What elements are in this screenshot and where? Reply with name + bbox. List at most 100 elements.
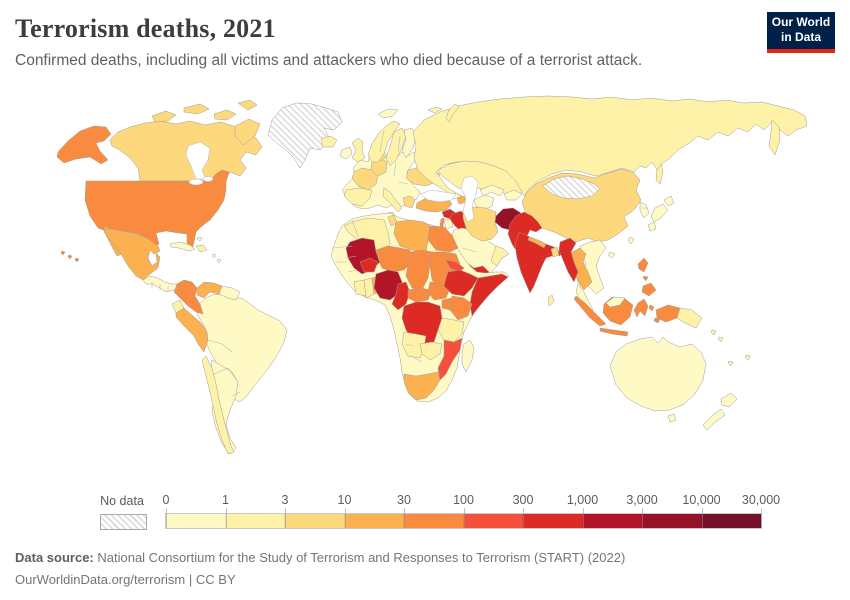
- owid-logo[interactable]: Our World in Data: [767, 12, 835, 53]
- country-mexico[interactable]: [103, 227, 161, 281]
- legend-tick-label: 1,000: [566, 493, 599, 507]
- country-canada-arctic-islands[interactable]: [151, 99, 261, 146]
- country-israel[interactable]: [439, 217, 445, 229]
- legend-bin-1-3[interactable]: [225, 514, 285, 528]
- legend-bin-300-1,000[interactable]: [523, 514, 583, 528]
- country-australia[interactable]: [609, 336, 707, 423]
- country-usa[interactable]: [84, 169, 230, 251]
- country-spain[interactable]: [343, 187, 373, 207]
- owid-logo-line1: Our World: [771, 15, 831, 29]
- country-egypt[interactable]: [427, 225, 459, 253]
- country-japan[interactable]: [647, 195, 675, 232]
- page-title: Terrorism deaths, 2021: [15, 14, 276, 43]
- country-tanzania[interactable]: [437, 317, 465, 343]
- country-finland[interactable]: [401, 127, 417, 159]
- country-russia-sakhalin[interactable]: [427, 103, 664, 185]
- legend-tick-label: 0: [162, 493, 170, 507]
- legend-tick-mark: [761, 508, 762, 528]
- legend-bin-100-300[interactable]: [463, 514, 523, 528]
- legend-bin-0-1[interactable]: [166, 514, 226, 528]
- legend-bin-10,000-30,000[interactable]: [701, 514, 761, 528]
- country-jordan[interactable]: [443, 218, 454, 230]
- great-lakes-east: [202, 176, 214, 182]
- country-mozambique[interactable]: [437, 337, 463, 381]
- country-malaysia-borneo[interactable]: [605, 296, 626, 308]
- country-nepal[interactable]: [527, 236, 547, 249]
- country-sweden[interactable]: [385, 127, 407, 167]
- border-lines-africa: [333, 219, 423, 363]
- country-new-zealand[interactable]: [702, 392, 738, 431]
- map-legend: No data 0 1 3 10 30 100 300 1,000 3,000 10,000 30,…: [0, 492, 850, 536]
- country-russia-kamchatka[interactable]: [768, 119, 781, 156]
- country-united-kingdom[interactable]: [351, 137, 366, 163]
- country-iceland[interactable]: [320, 135, 338, 148]
- country-somalia[interactable]: [469, 273, 509, 317]
- legend-bin-3,000-10,000[interactable]: [642, 514, 702, 528]
- country-myanmar[interactable]: [558, 237, 579, 283]
- data-source-label: Data source:: [15, 550, 94, 565]
- country-ireland[interactable]: [339, 146, 353, 160]
- legend-color-bar: [165, 513, 762, 529]
- country-cameroon[interactable]: [391, 281, 411, 311]
- country-libya[interactable]: [393, 219, 431, 253]
- country-chad[interactable]: [405, 249, 433, 291]
- license-line: OurWorldinData.org/terrorism | CC BY: [15, 569, 625, 591]
- legend-bin-1,000-3,000[interactable]: [582, 514, 642, 528]
- country-greece[interactable]: [402, 195, 416, 209]
- country-oman[interactable]: [490, 245, 510, 267]
- region-guyanas[interactable]: [218, 285, 241, 301]
- legend-bin-30-100[interactable]: [404, 514, 464, 528]
- legend-tick-mark: [523, 508, 524, 528]
- country-svalbard[interactable]: [377, 108, 399, 119]
- country-bangladesh[interactable]: [550, 246, 560, 258]
- country-kyrgyzstan-tajikistan[interactable]: [503, 189, 523, 201]
- country-taiwan-hainan[interactable]: [607, 236, 635, 259]
- owid-terrorism-link[interactable]: OurWorldinData.org/terrorism: [15, 572, 186, 587]
- cc-by-link[interactable]: CC BY: [195, 572, 236, 587]
- legend-bin-3-10[interactable]: [285, 514, 345, 528]
- country-alaska-usa[interactable]: [56, 125, 112, 165]
- country-kenya[interactable]: [449, 295, 473, 321]
- country-central-african-republic[interactable]: [407, 287, 433, 303]
- country-indonesia-java[interactable]: [599, 327, 629, 337]
- country-philippines[interactable]: [637, 257, 657, 297]
- country-south-africa[interactable]: [403, 371, 441, 401]
- country-ethiopia[interactable]: [443, 269, 479, 297]
- hudson-bay: [185, 141, 211, 180]
- legend-bin-10-30[interactable]: [344, 514, 404, 528]
- country-papua-new-guinea[interactable]: [676, 307, 703, 329]
- country-caribbean-islands[interactable]: [196, 236, 222, 264]
- country-eritrea[interactable]: [445, 259, 465, 273]
- legend-tick-label: 3,000: [626, 493, 658, 507]
- chart-footer: Data source: National Consortium for the…: [15, 547, 625, 591]
- great-lakes: [188, 178, 204, 186]
- country-cuba[interactable]: [169, 241, 196, 252]
- country-norway[interactable]: [367, 120, 401, 163]
- country-sri-lanka[interactable]: [547, 294, 555, 307]
- no-data-label: No data: [100, 494, 144, 508]
- country-indonesia-sulawesi[interactable]: [633, 298, 661, 324]
- caspian-sea: [460, 175, 479, 223]
- country-russia[interactable]: [412, 95, 808, 197]
- separator: |: [188, 572, 193, 587]
- legend-tick-label: 30,000: [741, 493, 781, 507]
- country-chile[interactable]: [201, 355, 235, 455]
- country-turkmenistan[interactable]: [473, 194, 495, 211]
- region-pacific-islands[interactable]: [710, 329, 751, 367]
- country-mongolia[interactable]: [542, 175, 601, 200]
- country-indonesia-sumatra[interactable]: [573, 295, 607, 327]
- country-zambia[interactable]: [419, 341, 443, 361]
- country-hispaniola[interactable]: [195, 244, 208, 253]
- country-peru[interactable]: [175, 307, 209, 353]
- country-greenland[interactable]: [267, 102, 343, 169]
- country-france[interactable]: [351, 167, 379, 191]
- country-usa-hawaii[interactable]: [60, 250, 80, 263]
- country-korea[interactable]: [639, 201, 650, 219]
- country-colombia[interactable]: [173, 279, 204, 315]
- legend-tick-label: 3: [281, 493, 289, 507]
- country-madagascar[interactable]: [461, 339, 475, 373]
- legend-tick-mark: [642, 508, 643, 528]
- no-data-swatch[interactable]: [100, 514, 147, 530]
- country-burkina-faso[interactable]: [359, 257, 379, 273]
